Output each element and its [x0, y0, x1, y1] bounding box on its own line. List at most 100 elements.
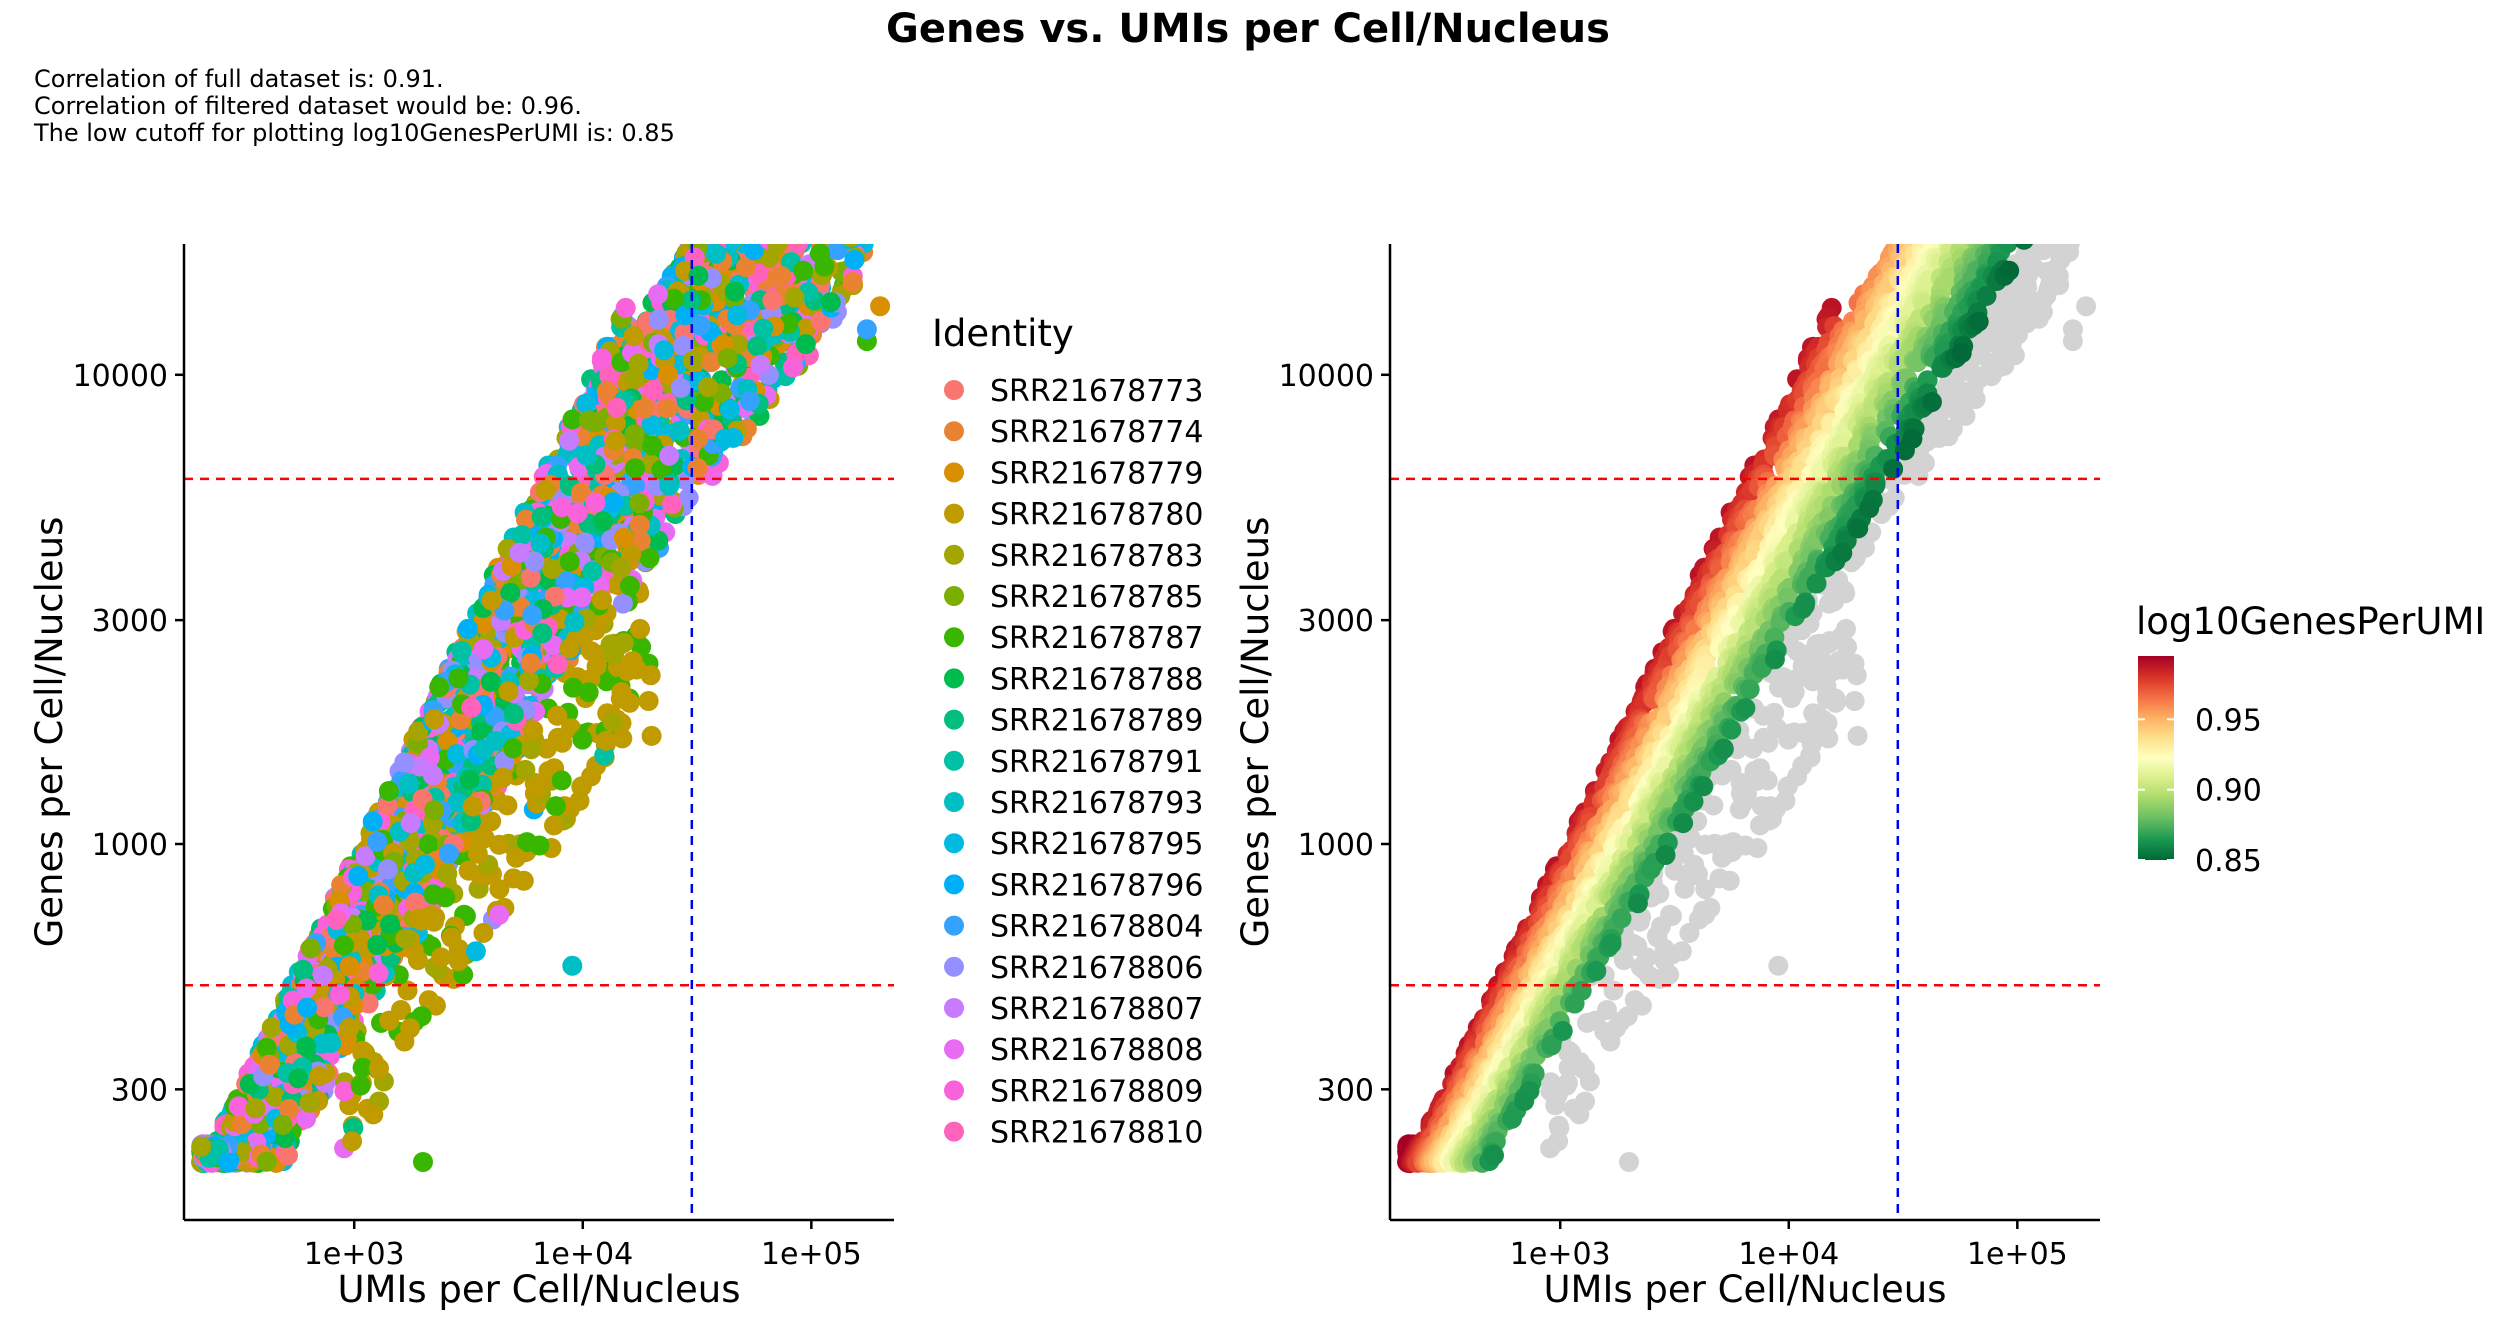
data-point: [599, 365, 620, 386]
legend-item: SRR21678787: [944, 621, 1203, 656]
data-point: [1613, 950, 1634, 971]
data-point: [530, 533, 551, 554]
data-point: [1801, 720, 1822, 741]
data-point: [852, 214, 872, 234]
data-point: [825, 174, 845, 194]
data-point: [823, 110, 843, 130]
data-point: [293, 959, 313, 980]
data-point: [572, 729, 593, 750]
data-point: [797, 185, 817, 205]
data-point: [448, 951, 469, 972]
data-point: [2047, 213, 2067, 233]
legend-label: SRR21678809: [990, 1074, 1203, 1109]
data-point: [822, 67, 842, 87]
data-point: [2037, 221, 2057, 241]
left-y-axis-title: Genes per Cell/Nucleus: [28, 517, 71, 948]
data-point: [795, 334, 816, 355]
data-point: [373, 894, 394, 915]
data-point: [841, 17, 861, 37]
data-point: [852, 122, 872, 142]
data-point: [1792, 656, 1813, 677]
data-point: [451, 641, 472, 661]
data-point: [342, 1131, 363, 1152]
data-point: [1938, 426, 1959, 447]
data-point: [849, 60, 869, 80]
data-point: [717, 348, 738, 369]
data-point: [827, 244, 848, 261]
legend-item: SRR21678793: [944, 786, 1203, 821]
data-point: [762, 123, 782, 143]
data-point: [628, 353, 649, 374]
data-point: [604, 644, 624, 665]
data-point: [658, 364, 678, 385]
data-point: [355, 846, 376, 867]
data-point: [840, 147, 860, 167]
data-point: [629, 514, 650, 535]
data-point: [734, 219, 754, 239]
data-point: [473, 739, 494, 760]
data-point: [849, 117, 869, 137]
data-point: [779, 244, 793, 247]
data-point: [806, 203, 826, 223]
data-point: [1654, 951, 1675, 972]
data-point: [423, 765, 443, 786]
data-point: [736, 159, 756, 179]
data-point: [799, 142, 819, 162]
data-point: [793, 75, 813, 95]
data-point: [768, 200, 788, 220]
data-point: [624, 424, 645, 445]
data-point: [829, 172, 849, 192]
data-point: [796, 76, 816, 96]
data-point: [522, 605, 543, 626]
data-point: [781, 204, 801, 224]
data-point: [833, 121, 853, 141]
data-point: [717, 211, 737, 231]
data-point: [843, 45, 863, 65]
data-point: [352, 1042, 373, 1063]
data-point: [850, 106, 870, 126]
data-point: [529, 835, 550, 856]
data-point: [272, 1114, 293, 1135]
data-point: [812, 169, 832, 189]
data-point: [2031, 223, 2051, 243]
data-point: [778, 104, 798, 124]
data-point: [849, 41, 869, 61]
figure-subtitle: Correlation of full dataset is: 0.91. Co…: [34, 66, 675, 147]
data-point: [1928, 410, 1949, 431]
data-point: [629, 493, 650, 514]
left-y-tick-label: 1000: [92, 828, 168, 863]
data-point: [827, 50, 847, 70]
data-point: [755, 215, 775, 235]
data-point: [847, 48, 867, 68]
data-point: [802, 65, 822, 85]
data-point: [2059, 244, 2080, 254]
data-point: [489, 879, 510, 900]
data-point: [603, 492, 624, 513]
data-point: [711, 204, 731, 224]
data-point: [1777, 776, 1798, 797]
data-point: [854, 0, 874, 14]
data-point: [756, 222, 776, 242]
data-point: [853, 0, 873, 13]
data-point: [559, 551, 580, 572]
data-point: [763, 208, 783, 228]
data-point: [794, 177, 814, 197]
legend-swatch: [944, 586, 964, 606]
data-point: [747, 336, 768, 357]
data-point: [715, 190, 735, 210]
data-point: [850, 68, 870, 88]
data-point: [742, 190, 762, 210]
data-point: [762, 290, 783, 311]
data-point: [812, 101, 832, 121]
left-x-tick-label: 1e+05: [761, 1237, 862, 1272]
data-point: [573, 627, 594, 648]
data-point: [765, 164, 785, 184]
data-point: [765, 189, 785, 209]
data-point: [544, 586, 565, 607]
data-point: [535, 480, 556, 501]
data-point: [760, 133, 780, 153]
data-point: [648, 309, 669, 330]
data-point: [850, 187, 870, 207]
data-point: [619, 575, 640, 596]
